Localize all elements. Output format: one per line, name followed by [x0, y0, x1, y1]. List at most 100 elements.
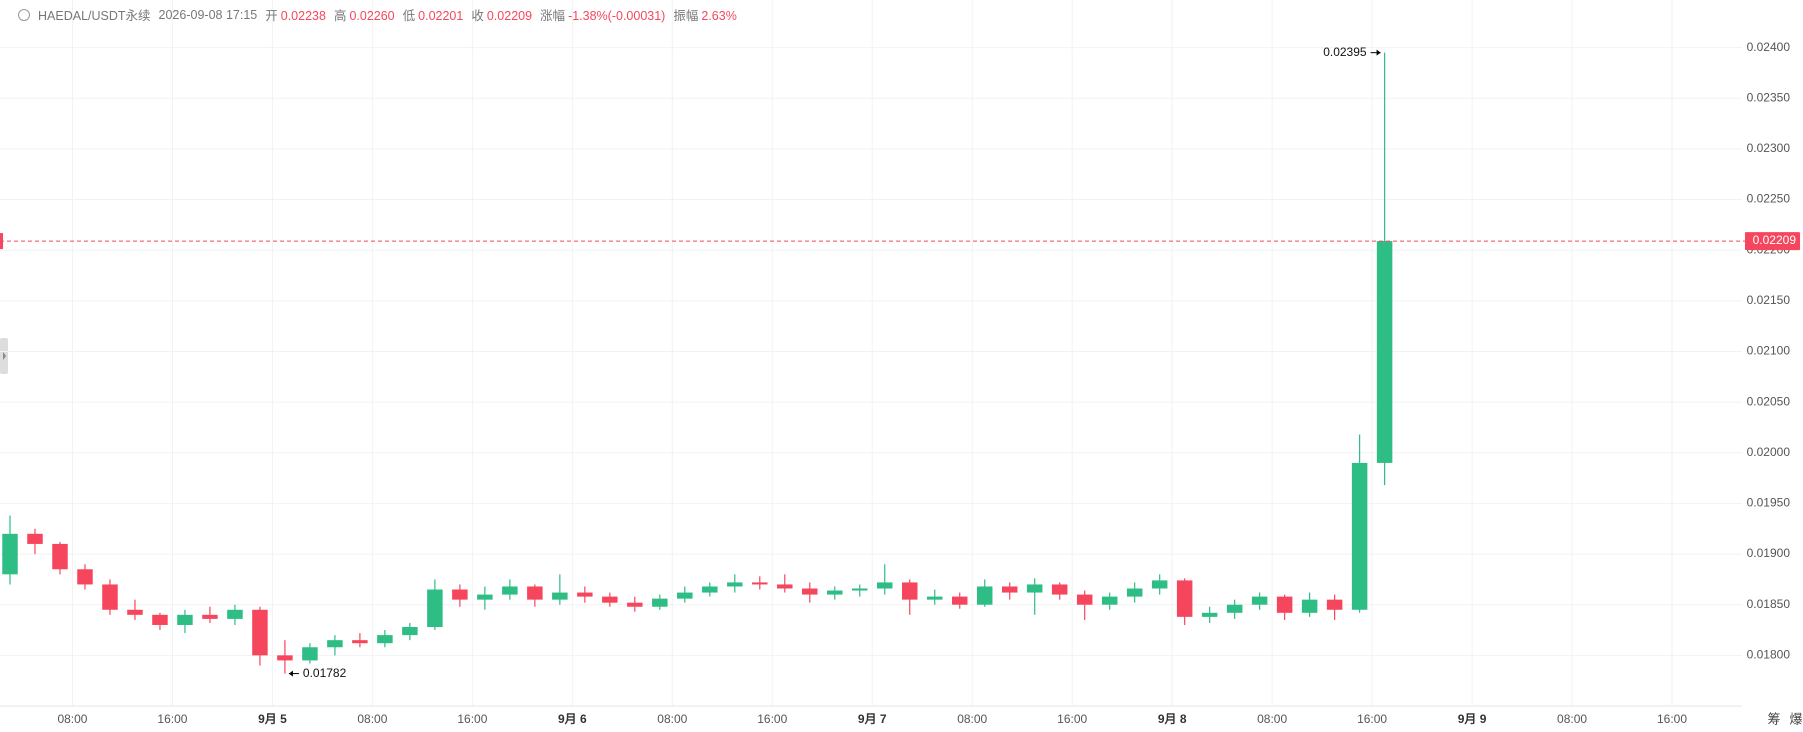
x-tick-label: 9月 5	[258, 712, 287, 726]
candle-body	[951, 596, 968, 605]
candle-body	[1176, 580, 1193, 617]
time: 2026-09-08 17:15	[158, 7, 258, 22]
x-tick-label: 08:00	[1257, 712, 1287, 726]
candle-body	[1151, 580, 1168, 589]
candle-body	[377, 635, 393, 644]
header-item: 振幅 2.63%	[673, 5, 736, 24]
candle-body	[52, 543, 68, 570]
candle-body	[252, 609, 268, 656]
header-label: 低	[402, 9, 416, 23]
candle-body	[477, 594, 493, 600]
candle-body	[102, 584, 118, 610]
x-tick-label: 08:00	[57, 712, 87, 726]
header-value: 0.02209	[486, 9, 533, 23]
candle-body	[27, 533, 43, 544]
y-tick-label: 0.02100	[1747, 344, 1791, 358]
y-tick-label: 0.01950	[1747, 496, 1791, 510]
candle-body	[527, 586, 543, 600]
header-item: 收 0.02209	[471, 5, 532, 24]
y-tick-label: 0.02350	[1747, 90, 1791, 104]
grid	[0, 0, 1742, 706]
candle-body	[177, 614, 193, 625]
header-label: 高	[333, 9, 347, 23]
y-tick-label: 0.01800	[1747, 648, 1791, 662]
candle-body	[202, 614, 218, 619]
candle-body	[752, 582, 768, 585]
price-tag-label: 0.02209	[1753, 233, 1797, 247]
x-tick-label: 9月 7	[858, 712, 887, 726]
y-tick-label: 0.02300	[1747, 141, 1791, 155]
high-arrowhead	[1376, 49, 1381, 56]
candle-body	[227, 609, 243, 619]
toolbar-button[interactable]: 爆	[1789, 711, 1802, 726]
candle-body	[677, 592, 693, 599]
candle-body	[277, 655, 293, 661]
y-tick-label: 0.02250	[1747, 192, 1791, 206]
x-tick-label: 16:00	[1057, 712, 1087, 726]
candle-body	[652, 598, 668, 607]
y-tick-label: 0.02400	[1747, 40, 1791, 54]
candle-body	[976, 586, 993, 605]
candle-body	[1276, 596, 1293, 613]
x-tick-label: 08:00	[357, 712, 387, 726]
candle-body	[402, 626, 418, 636]
header-item: 低 0.02201	[403, 5, 464, 24]
x-tick-label: 16:00	[157, 712, 187, 726]
candle-body	[1001, 586, 1018, 593]
collapse-icon[interactable]	[18, 8, 30, 21]
candle-body	[901, 582, 918, 600]
candle-body	[627, 602, 643, 607]
x-tick-label: 9月 8	[1158, 712, 1187, 726]
candle-body	[1226, 604, 1243, 613]
candle-body	[702, 586, 718, 593]
candle-body	[152, 614, 168, 625]
candle-body	[777, 584, 793, 589]
low-arrowhead	[288, 670, 293, 677]
header-label: 振幅	[673, 9, 699, 23]
x-tick-label: 08:00	[657, 712, 687, 726]
y-tick-label: 0.01900	[1747, 546, 1791, 560]
toolbar-button[interactable]: 筹	[1767, 711, 1780, 726]
candle-body	[1351, 462, 1368, 610]
candle-body	[127, 609, 143, 615]
x-tick-label: 16:00	[1657, 712, 1687, 726]
candle-body	[1201, 612, 1218, 617]
candle-body	[802, 588, 818, 595]
candle-body	[427, 589, 443, 627]
candle-body	[327, 640, 343, 648]
x-tick-label: 16:00	[1357, 712, 1387, 726]
header-value: 2.63%	[701, 9, 737, 23]
x-tick-label: 08:00	[957, 712, 987, 726]
x-tick-label: 9月 6	[558, 712, 587, 726]
x-tick-label: 16:00	[457, 712, 487, 726]
candle-body	[302, 647, 318, 661]
header-item: 开 0.02238	[265, 5, 326, 24]
header-value: -1.38%(-0.00031)	[568, 9, 666, 23]
y-tick-label: 0.02050	[1747, 394, 1791, 408]
left-marker	[0, 233, 3, 250]
candle-body	[452, 589, 468, 600]
candle-body	[727, 582, 743, 587]
x-tick-label: 16:00	[757, 712, 787, 726]
header: HAEDAL/USDT永续 2026-09-08 17:15 开 0.02238 高…	[18, 5, 737, 24]
candle-body	[502, 586, 518, 595]
header-item: 涨幅 -1.38%(-0.00031)	[540, 5, 665, 24]
y-tick-label: 0.02000	[1747, 445, 1791, 459]
candle-body	[1076, 594, 1093, 605]
header-item: 高 0.02260	[334, 5, 395, 24]
header-label: 开	[265, 9, 278, 23]
candle-body	[2, 533, 18, 575]
candle-body	[1251, 596, 1268, 605]
candle-body	[1301, 599, 1318, 613]
price-tag	[1745, 232, 1800, 251]
header-value: 0.02260	[349, 9, 395, 23]
candle-body	[926, 596, 943, 600]
x-tick-label: 08:00	[1557, 712, 1587, 726]
x-tick-label: 9月 9	[1458, 712, 1487, 726]
candle-body	[602, 596, 618, 603]
candle-body	[1326, 599, 1343, 610]
side-handle-arrow	[3, 352, 6, 360]
header-label: 收	[471, 9, 484, 23]
